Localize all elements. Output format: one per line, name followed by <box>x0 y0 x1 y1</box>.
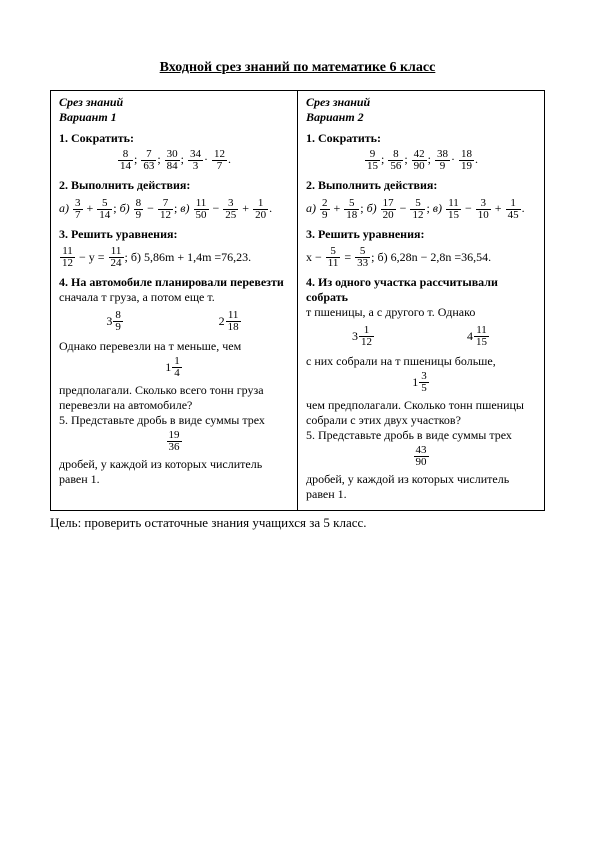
v2-heading: Срез знаний <box>306 95 536 110</box>
variant-2-cell: Срез знаний Вариант 2 1. Сократить: 915;… <box>298 91 545 511</box>
v2-s5-frac: 4390 <box>306 445 536 468</box>
v1-s4-line3a: предполагали. Сколько всего тонн груза <box>59 383 289 398</box>
v2-s2-title: 2. Выполнить действия: <box>306 178 536 193</box>
v2-s4-line3a: чем предполагали. Сколько тонн пшеницы <box>306 398 536 413</box>
v1-heading: Срез знаний <box>59 95 289 110</box>
v1-s4-line1: сначала т груза, а потом еще т. <box>59 290 289 305</box>
v1-s5-line2b: равен 1. <box>59 472 289 487</box>
v2-s1-fracs: 915; 856; 4290; 389· 1819. <box>306 148 536 172</box>
v1-s1-title: 1. Сократить: <box>59 131 289 146</box>
v1-s4-line3b: перевезли на автомобиле? <box>59 398 289 413</box>
v1-s3-expr: 1112 − y = 1124; б) 5,86m + 1,4m =76,23. <box>59 246 289 270</box>
v2-s4-line1: т пшеницы, а с другого т. Однако <box>306 305 536 320</box>
v1-s4-mix3: 114 <box>59 356 289 379</box>
v1-s5-line2a: дробей, у каждой из которых числитель <box>59 457 289 472</box>
variant-1-cell: Срез знаний Вариант 1 1. Сократить: 814;… <box>51 91 298 511</box>
v2-s4-line3b: собрали с этих двух участков? <box>306 413 536 428</box>
v2-s5-line2a: дробей, у каждой из которых числитель <box>306 472 536 487</box>
v1-s1-fracs: 814; 763; 3084; 343· 127. <box>59 148 289 172</box>
v1-s5-title: 5. Представьте дробь в виде суммы трех <box>59 413 289 428</box>
variant-table: Срез знаний Вариант 1 1. Сократить: 814;… <box>50 90 545 511</box>
v1-s4-title: 4. На автомобиле планировали перевезти <box>59 275 289 290</box>
v2-s4-mix3: 135 <box>306 371 536 394</box>
v1-s5-frac: 1936 <box>59 430 289 453</box>
v2-variant: Вариант 2 <box>306 110 536 125</box>
v1-s2-expr: а) 37 + 514; б) 89 − 712; в) 1150 − 325 … <box>59 197 289 221</box>
v2-s4-title: 4. Из одного участка рассчитывали собрат… <box>306 275 536 305</box>
v1-s4-line2: Однако перевезли на т меньше, чем <box>59 339 289 354</box>
v1-variant: Вариант 1 <box>59 110 289 125</box>
v2-s4-line2: с них собрали на т пшеницы больше, <box>306 354 536 369</box>
v2-s5-line2b: равен 1. <box>306 487 536 502</box>
v2-s2-expr: а) 29 + 518; б) 1720 − 512; в) 1115 − 31… <box>306 197 536 221</box>
v1-s4-mixrow: 389 21118 <box>59 309 289 333</box>
v2-s3-title: 3. Решить уравнения: <box>306 227 536 242</box>
v2-s5-title: 5. Представьте дробь в виде суммы трех <box>306 428 536 443</box>
v1-s2-title: 2. Выполнить действия: <box>59 178 289 193</box>
doc-title: Входной срез знаний по математике 6 клас… <box>50 60 545 76</box>
v2-s4-mixrow: 3112 41115 <box>306 324 536 348</box>
footer-goal: Цель: проверить остаточные знания учащих… <box>50 515 545 531</box>
page: Входной срез знаний по математике 6 клас… <box>0 0 595 571</box>
v2-s3-expr: x − 511 = 533; б) 6,28n − 2,8n =36,54. <box>306 246 536 270</box>
v1-s3-title: 3. Решить уравнения: <box>59 227 289 242</box>
v2-s1-title: 1. Сократить: <box>306 131 536 146</box>
